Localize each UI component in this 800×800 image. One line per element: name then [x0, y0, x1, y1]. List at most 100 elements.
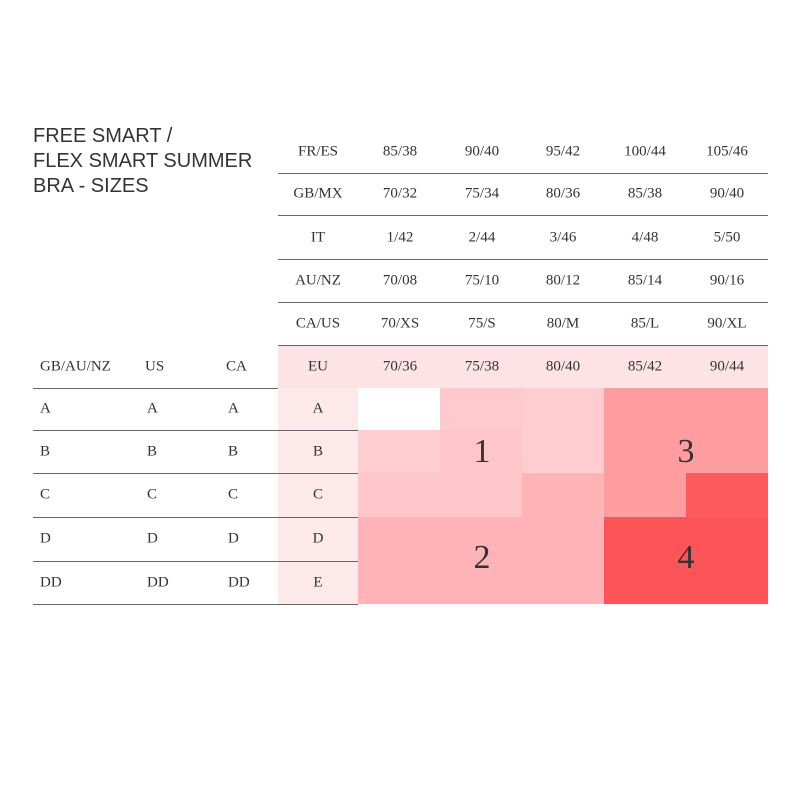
header-cell: CA [226, 358, 247, 375]
cell: 85/38 [382, 143, 418, 160]
size-cell [686, 517, 768, 561]
cell: 70/XS [380, 315, 420, 332]
row-line [33, 430, 358, 431]
cell: D [312, 530, 324, 547]
cell: 85/L [630, 315, 660, 332]
size-cell [440, 430, 522, 473]
cell: 90/16 [709, 272, 745, 289]
size-cell [358, 430, 440, 473]
cell: A [40, 400, 51, 417]
size-cell [522, 473, 604, 517]
row-line [278, 302, 768, 303]
cell: FR/ES [297, 143, 339, 160]
header-cell: 90/44 [709, 358, 745, 375]
cell: 4/48 [631, 229, 659, 246]
cell: A [228, 400, 239, 417]
cell: GB/MX [293, 185, 343, 202]
zone-label: 1 [473, 433, 491, 470]
cell: AU/NZ [295, 272, 341, 289]
title-line: BRA - SIZES [33, 175, 149, 197]
cell: 80/12 [545, 272, 581, 289]
cell: 3/46 [549, 229, 577, 246]
size-cell [358, 388, 440, 430]
size-cell [440, 561, 522, 604]
header-cell: 85/42 [627, 358, 663, 375]
size-cell [604, 388, 686, 430]
size-cell [604, 517, 686, 561]
header-cell: 75/38 [464, 358, 500, 375]
header-bg [278, 346, 768, 388]
cell: 80/36 [545, 185, 581, 202]
cell: 75/10 [464, 272, 500, 289]
cell: 95/42 [545, 143, 581, 160]
size-cell [604, 473, 686, 517]
cell: IT [310, 229, 326, 246]
cell: B [40, 443, 51, 459]
size-cell [358, 517, 440, 561]
size-cell [686, 430, 768, 473]
cell: D [40, 530, 51, 547]
cell: E [313, 574, 323, 590]
cell: D [147, 530, 158, 547]
cell: 105/46 [706, 143, 748, 160]
row-line [33, 517, 358, 518]
row-line [33, 473, 358, 474]
cell: C [147, 486, 158, 503]
size-cell [358, 561, 440, 604]
size-cell [686, 561, 768, 604]
row-line [278, 173, 768, 174]
cell: DD [147, 574, 169, 590]
header-cell: US [145, 358, 165, 375]
cell: B [147, 443, 158, 459]
cell: 85/38 [627, 185, 663, 202]
cell: A [312, 400, 324, 417]
zone-label: 3 [677, 433, 695, 470]
header-cell: 70/36 [382, 358, 418, 375]
header-cell: 80/40 [545, 358, 581, 375]
size-cell [604, 561, 686, 604]
size-cell [522, 561, 604, 604]
cell: C [40, 486, 51, 503]
cell: B [228, 443, 239, 459]
cell: DD [40, 574, 62, 590]
row-line [278, 259, 768, 260]
header-cell: EU [308, 358, 328, 375]
cell: 70/32 [382, 185, 418, 202]
cell: 100/44 [624, 143, 666, 160]
zone-label: 2 [473, 539, 491, 576]
size-cell [522, 430, 604, 473]
cell: 70/08 [382, 272, 418, 289]
cell: 90/40 [709, 185, 745, 202]
cell: 90/40 [464, 143, 500, 160]
size-cell [440, 473, 522, 517]
cell: 5/50 [713, 229, 741, 246]
cell: C [228, 486, 239, 503]
size-cell [604, 430, 686, 473]
cell: A [147, 400, 158, 417]
row-line [33, 604, 358, 605]
cell: 75/34 [464, 185, 500, 202]
cell: 2/44 [468, 229, 496, 246]
cell: DD [228, 574, 250, 590]
size-cell [686, 388, 768, 430]
cell: D [228, 530, 239, 547]
size-cell [522, 388, 604, 430]
row-line [278, 345, 768, 346]
zone-label: 4 [677, 539, 695, 576]
cell: 85/14 [627, 272, 663, 289]
header-cell: GB/AU/NZ [40, 358, 111, 375]
title: FREE SMART / FLEX SMART SUMMER BRA - SIZ… [33, 124, 252, 199]
size-cell [686, 473, 768, 517]
row-line [278, 215, 768, 216]
size-cell [358, 473, 440, 517]
cell: C [312, 486, 324, 503]
title-line: FREE SMART / [33, 125, 173, 147]
cell: B [312, 443, 324, 459]
cell: 1/42 [386, 229, 414, 246]
size-cell [522, 517, 604, 561]
title-line: FLEX SMART SUMMER [33, 150, 253, 172]
row-line [33, 561, 358, 562]
size-cell [440, 517, 522, 561]
cell: 90/XL [707, 315, 747, 332]
